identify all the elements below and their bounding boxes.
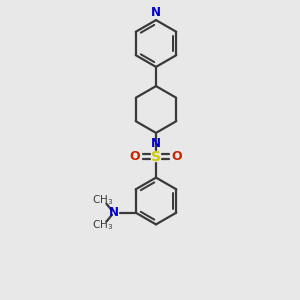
Text: N: N — [151, 136, 161, 149]
Text: S: S — [151, 150, 161, 164]
Text: O: O — [130, 150, 140, 163]
Text: N: N — [151, 6, 161, 19]
Text: O: O — [172, 150, 182, 163]
Text: CH$_3$: CH$_3$ — [92, 193, 113, 207]
Text: CH$_3$: CH$_3$ — [92, 218, 113, 232]
Text: N: N — [109, 206, 119, 219]
